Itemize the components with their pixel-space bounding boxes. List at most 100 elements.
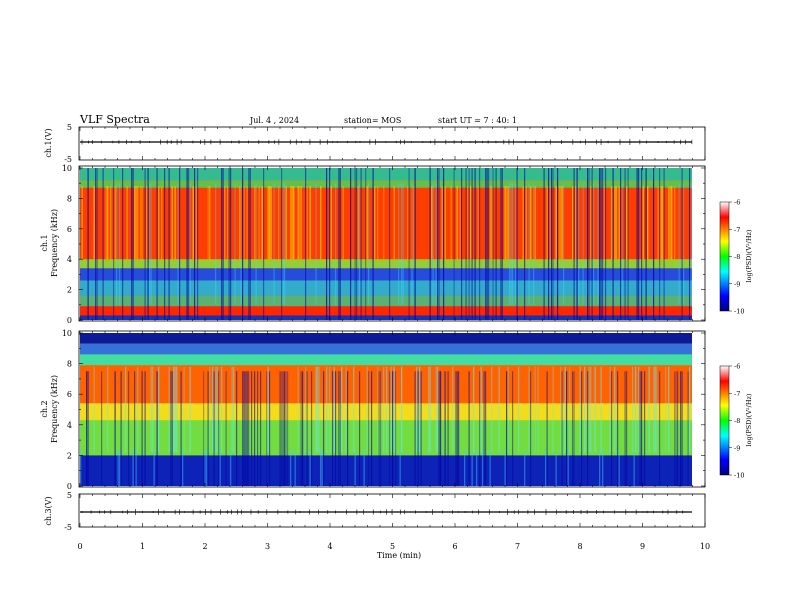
- spectrogram-cell: [560, 186, 562, 260]
- spectrogram-cell: [233, 366, 235, 453]
- spectrogram-cell: [182, 449, 184, 486]
- spectrogram-cell: [243, 186, 245, 260]
- spectrogram-cell: [431, 186, 433, 260]
- spectrogram-cell: [317, 366, 319, 453]
- spectrogram-cell: [633, 449, 635, 486]
- spectrogram-cell: [207, 186, 209, 260]
- spectrogram-cell: [248, 371, 250, 486]
- spectrogram-cell: [144, 371, 146, 486]
- spectrogram-cell: [132, 168, 134, 320]
- spectrogram-cell: [243, 371, 245, 486]
- spectrogram-cell: [203, 371, 205, 486]
- spectrogram-cell: [512, 371, 514, 486]
- spectrogram-cell: [306, 371, 308, 486]
- spectrogram-cell: [627, 168, 629, 320]
- spectrogram-cell: [374, 186, 376, 260]
- spectrogram-cell: [546, 371, 548, 486]
- spectrogram-cell: [119, 449, 121, 486]
- spectrogram-cell: [353, 366, 355, 453]
- spectrogram-cell: [492, 168, 494, 320]
- spectrogram-cell: [246, 371, 248, 486]
- x-tick-label: 5: [390, 542, 395, 551]
- spectrogram-cell: [216, 366, 218, 453]
- colorbar-tick-label: -10: [734, 472, 744, 480]
- x-tick-label: 1: [140, 542, 145, 551]
- spectrogram-cell: [444, 186, 446, 260]
- spectrogram-cell: [147, 168, 149, 320]
- spectrogram-cell: [207, 371, 209, 486]
- y-tick-label: 6: [67, 225, 72, 234]
- spectrogram-cell: [299, 186, 301, 260]
- spectrogram-cell: [389, 371, 391, 486]
- spectrogram-cell: [543, 168, 545, 320]
- spectrogram-cell: [576, 168, 578, 320]
- spectrogram-cell: [605, 168, 607, 320]
- ch1-colorbar: [719, 201, 730, 312]
- spectrogram-cell: [248, 168, 250, 320]
- spectrogram-cell: [107, 186, 109, 260]
- spectrogram-cell: [161, 186, 163, 260]
- spectrogram-cell: [528, 366, 530, 453]
- ch1-ytick-top: 5: [67, 123, 72, 132]
- spectrogram-cell: [588, 366, 590, 453]
- spectrogram-cell: [257, 371, 259, 486]
- spectrogram-cell: [483, 371, 485, 486]
- spectrogram-cell: [80, 315, 692, 320]
- y-tick-label: 10: [62, 329, 72, 338]
- spectrogram-cell: [453, 168, 455, 320]
- spectrogram-cell: [678, 183, 680, 305]
- spectrogram-cell: [192, 186, 194, 260]
- spectrogram-cell: [674, 186, 676, 260]
- ch3-ylabel: ch.3(V): [44, 496, 53, 525]
- ch1-colorbar-ticks: -6 -7 -8 -9 -10: [729, 199, 744, 316]
- spectrogram-cell: [479, 371, 481, 486]
- spectrogram-cell: [572, 186, 574, 260]
- spectrogram-cell: [194, 168, 196, 320]
- y-tick-label: 8: [67, 194, 72, 203]
- spectrogram-cell: [680, 371, 682, 486]
- spectrogram-cell: [530, 186, 532, 260]
- spectrogram-cell: [285, 371, 287, 486]
- spectrogram-cell: [413, 186, 415, 260]
- spectrogram-cell: [254, 186, 256, 260]
- spectrogram-cell: [429, 366, 431, 453]
- x-tick-label: 4: [327, 542, 332, 551]
- spectrogram-cell: [638, 168, 640, 320]
- spectrogram-cell: [215, 366, 217, 453]
- spectrogram-cell: [398, 183, 400, 305]
- colorbar-tick-label: -9: [734, 280, 740, 288]
- spectrogram-cell: [395, 371, 397, 486]
- spectrogram-cell: [603, 186, 605, 260]
- spectrogram-cell: [638, 366, 640, 453]
- spectrogram-cell: [224, 186, 226, 260]
- spectrogram-cell: [659, 371, 661, 486]
- spectrogram-cell: [176, 366, 178, 453]
- spectrogram-cell: [504, 449, 506, 486]
- spectrogram-cell: [383, 186, 385, 260]
- spectrogram-cell: [401, 183, 403, 305]
- spectrogram-cell: [578, 183, 580, 305]
- spectrogram-cell: [189, 366, 191, 453]
- spectrogram-cell: [471, 168, 473, 320]
- spectrogram-cell: [293, 186, 295, 260]
- ch2-spectrogram-xticks: [79, 331, 706, 487]
- spectrogram-cell: [315, 183, 317, 305]
- spectrogram-cell: [114, 371, 116, 486]
- y-tick-label: 2: [67, 451, 72, 460]
- spectrogram-cell: [687, 371, 689, 486]
- spectrogram-cell: [402, 183, 404, 305]
- spectrogram-cell: [242, 168, 244, 320]
- spectrogram-cell: [372, 168, 374, 320]
- ch1-spectrogram-yticks: 0 2 4 6 8 10: [62, 164, 705, 325]
- spectrogram-cell: [125, 366, 127, 453]
- spectrogram-cell: [654, 366, 656, 453]
- spectrogram-cell: [657, 186, 659, 260]
- spectrogram-cell: [579, 366, 581, 453]
- spectrogram-cell: [279, 371, 281, 486]
- spectrogram-cell: [255, 183, 257, 305]
- spectrogram-cell: [624, 371, 626, 486]
- spectrogram-cell: [534, 186, 536, 260]
- ch2-colorbar: [719, 365, 730, 476]
- spectrogram-cell: [489, 186, 491, 260]
- spectrogram-cell: [380, 371, 382, 486]
